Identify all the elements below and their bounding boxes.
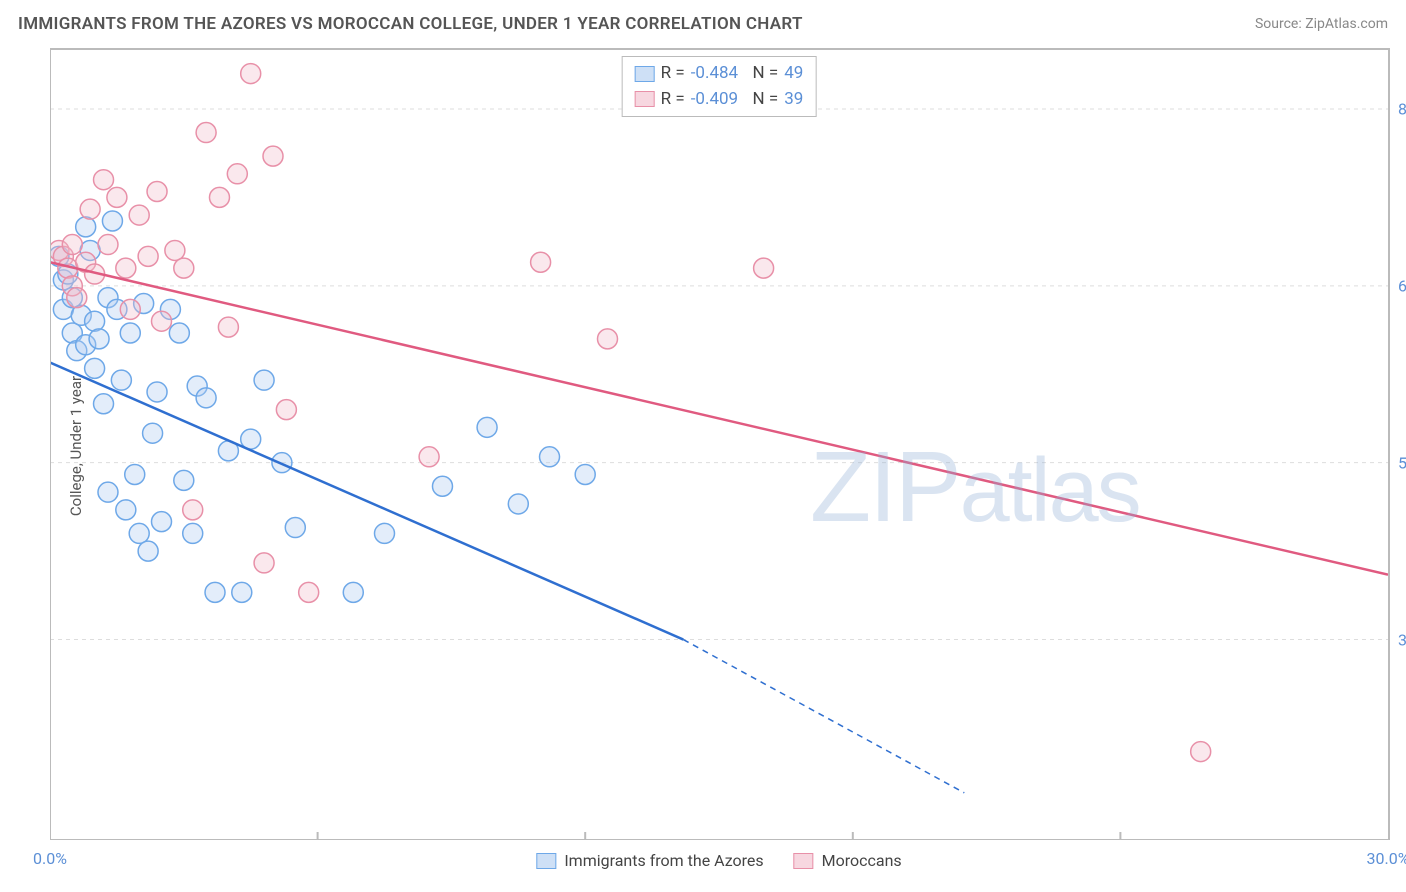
- x-tick-label: 30.0%: [1367, 849, 1406, 868]
- source-attribution: Source: ZipAtlas.com: [1255, 16, 1388, 32]
- y-tick-label: 80.0%: [1390, 99, 1406, 118]
- r-value: -0.409: [691, 87, 738, 113]
- y-tick-label: 35.0%: [1390, 630, 1406, 649]
- n-value: 39: [784, 87, 803, 113]
- legend-swatch: [794, 853, 814, 869]
- r-value: -0.484: [691, 61, 738, 87]
- legend-label: Immigrants from the Azores: [564, 851, 763, 870]
- page-title: IMMIGRANTS FROM THE AZORES VS MOROCCAN C…: [18, 14, 803, 34]
- legend-swatch: [536, 853, 556, 869]
- legend-item: Immigrants from the Azores: [536, 851, 763, 870]
- scatter-plot: [50, 50, 1388, 840]
- legend-label: Moroccans: [822, 851, 902, 870]
- n-value: 49: [784, 61, 803, 87]
- header: IMMIGRANTS FROM THE AZORES VS MOROCCAN C…: [0, 0, 1406, 40]
- legend-row: R = -0.484 N = 49: [635, 61, 804, 87]
- chart-area: ZIPatlas 35.0%50.0%65.0%80.0% 0.0%30.0% …: [50, 48, 1390, 840]
- legend-row: R = -0.409 N = 39: [635, 87, 804, 113]
- x-tick-label: 0.0%: [33, 849, 67, 868]
- correlation-legend: R = -0.484 N = 49R = -0.409 N = 39: [622, 56, 817, 117]
- y-tick-label: 50.0%: [1390, 453, 1406, 472]
- legend-item: Moroccans: [794, 851, 902, 870]
- legend-swatch: [635, 91, 655, 107]
- series-legend: Immigrants from the Azores Moroccans: [536, 851, 901, 870]
- y-tick-label: 65.0%: [1390, 276, 1406, 295]
- legend-swatch: [635, 66, 655, 82]
